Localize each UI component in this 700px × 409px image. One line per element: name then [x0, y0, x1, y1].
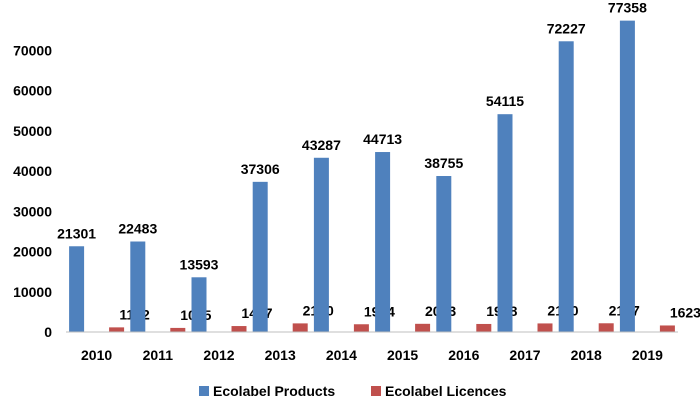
y-tick-label: 10000: [13, 284, 52, 300]
legend: Ecolabel Products Ecolabel Licences: [199, 383, 507, 399]
bar-ecolabel-licences: [537, 323, 553, 332]
bar-ecolabel-licences: [659, 325, 675, 332]
bar-ecolabel-products: [252, 181, 268, 332]
data-label-ecolabel-products: 44713: [363, 131, 402, 147]
x-tick-label: 2010: [81, 347, 112, 363]
legend-swatch-ecolabel-licences: [371, 386, 381, 396]
y-tick-label: 20000: [13, 244, 52, 260]
bar-ecolabel-products: [375, 152, 391, 332]
data-label-ecolabel-products: 13593: [180, 256, 219, 272]
bar-ecolabel-licences: [476, 323, 492, 332]
data-label-ecolabel-products: 77358: [608, 0, 647, 16]
y-tick-label: 70000: [13, 42, 52, 58]
x-tick-label: 2012: [203, 347, 234, 363]
x-tick-label: 2016: [448, 347, 479, 363]
x-tick-label: 2014: [326, 347, 357, 363]
y-tick-label: 60000: [13, 83, 52, 99]
bar-ecolabel-products: [558, 41, 574, 333]
x-tick-label: 2013: [265, 347, 296, 363]
x-axis: 2010 2011 2012 2013 2014 2015 2016 2017 2018 2019: [66, 331, 678, 363]
x-tick-label: 2018: [571, 347, 602, 363]
legend-swatch-ecolabel-products: [199, 386, 209, 396]
bar-ecolabel-products: [497, 114, 513, 332]
data-label-ecolabel-products: 38755: [424, 155, 463, 171]
bar-ecolabel-licences: [231, 326, 247, 332]
data-label-ecolabel-products: 54115: [486, 93, 524, 109]
data-label-ecolabel-products: 37306: [241, 161, 280, 177]
x-tick-label: 2017: [509, 347, 540, 363]
bar-ecolabel-licences: [415, 323, 431, 332]
data-label-ecolabel-products: 22483: [118, 221, 157, 237]
data-label-ecolabel-licences: 1623: [670, 304, 700, 320]
data-label-ecolabel-products: 21301: [57, 225, 96, 241]
bar-ecolabel-licences: [598, 323, 614, 332]
data-label-ecolabel-products: 72227: [547, 20, 586, 36]
y-tick-label: 40000: [13, 163, 52, 179]
bar-ecolabel-products: [313, 157, 329, 332]
y-tick-label: 30000: [13, 203, 52, 219]
bars: 2130111522248310151359314773730621404328…: [57, 0, 700, 333]
bar-ecolabel-licences: [353, 324, 369, 332]
x-tick-label: 2011: [143, 347, 174, 363]
bar-ecolabel-products: [436, 176, 452, 332]
bar-ecolabel-products: [619, 20, 635, 332]
data-label-ecolabel-products: 43287: [302, 137, 341, 153]
legend-label-ecolabel-products: Ecolabel Products: [213, 383, 335, 399]
y-tick-label: 0: [44, 324, 52, 340]
bar-ecolabel-products: [191, 277, 207, 332]
bar-ecolabel-licences: [170, 327, 186, 332]
bar-ecolabel-products: [130, 241, 146, 332]
bar-ecolabel-licences: [109, 327, 125, 332]
x-tick-label: 2015: [387, 347, 418, 363]
bar-ecolabel-products: [69, 246, 85, 332]
bar-ecolabel-licences: [292, 323, 308, 332]
y-tick-label: 50000: [13, 123, 52, 139]
y-axis: 0 10000 20000 30000 40000 50000 60000 70000: [13, 42, 52, 340]
x-tick-label: 2019: [632, 347, 663, 363]
legend-label-ecolabel-licences: Ecolabel Licences: [385, 383, 507, 399]
